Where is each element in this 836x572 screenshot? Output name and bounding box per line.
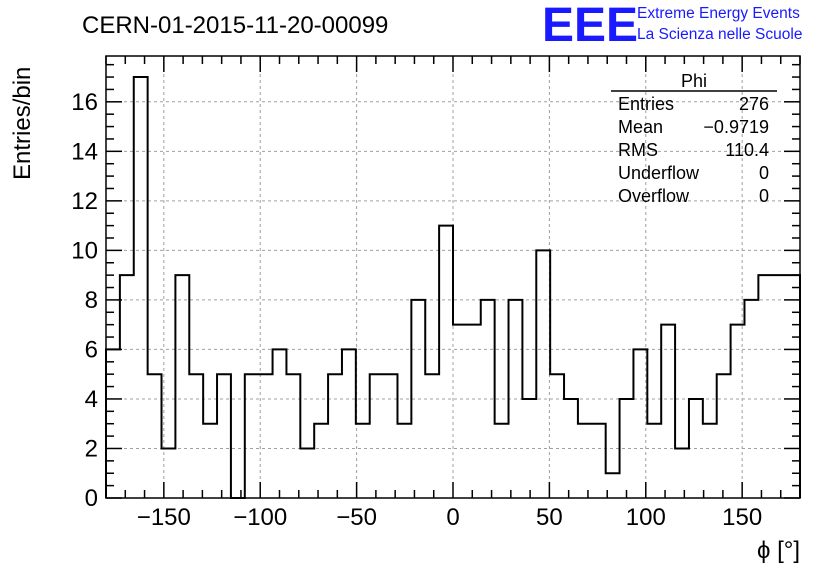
- logo-line-1: Extreme Energy Events: [637, 5, 800, 22]
- stats-value: 110.4: [725, 140, 769, 160]
- stats-label: Entries: [618, 94, 674, 114]
- chart-title: CERN-01-2015-11-20-00099: [82, 12, 388, 39]
- stats-name: Phi: [681, 71, 707, 91]
- x-tick-label: −150: [137, 504, 191, 531]
- axis-ticks: [105, 56, 801, 499]
- y-tick-label: 4: [85, 386, 98, 413]
- stats-value: −0.9719: [703, 117, 769, 137]
- y-tick-label: 14: [71, 138, 98, 165]
- stats-value: 0: [759, 163, 769, 183]
- x-tick-labels: −150 −100 −50 0 50 100 150: [137, 504, 762, 531]
- x-tick-label: 100: [626, 504, 666, 531]
- y-tick-label: 10: [71, 237, 98, 264]
- y-tick-label: 8: [85, 287, 98, 314]
- x-tick-label: −100: [233, 504, 287, 531]
- y-tick-label: 12: [71, 188, 98, 215]
- x-tick-label: 0: [446, 504, 459, 531]
- stats-box: Phi Entries 276 Mean −0.9719 RMS 110.4 Underfl…: [611, 71, 777, 206]
- y-tick-labels: 0 2 4 6 8 10 12 14 16: [71, 89, 98, 512]
- y-tick-label: 6: [85, 336, 98, 363]
- stats-label: Mean: [618, 117, 663, 137]
- y-tick-label: 2: [85, 435, 98, 462]
- logo-line-2: La Scienza nelle Scuole: [637, 26, 802, 43]
- x-tick-label: −50: [336, 504, 377, 531]
- histogram-outline: [105, 76, 801, 499]
- y-axis-label: Entries/bin: [9, 67, 36, 180]
- x-tick-label: 50: [536, 504, 563, 531]
- eee-logo: EEE Extreme Energy Events La Scienza nel…: [542, 0, 802, 52]
- stats-value: 0: [759, 186, 769, 206]
- y-tick-label: 16: [71, 89, 98, 116]
- y-tick-label: 0: [85, 485, 98, 512]
- stats-label: Overflow: [618, 186, 690, 206]
- stats-value: 276: [739, 94, 769, 114]
- stats-label: RMS: [618, 140, 658, 160]
- logo-mark: EEE: [542, 0, 638, 52]
- stats-label: Underflow: [618, 163, 700, 183]
- x-axis-label: ϕ [°]: [757, 537, 800, 564]
- x-tick-label: 150: [722, 504, 762, 531]
